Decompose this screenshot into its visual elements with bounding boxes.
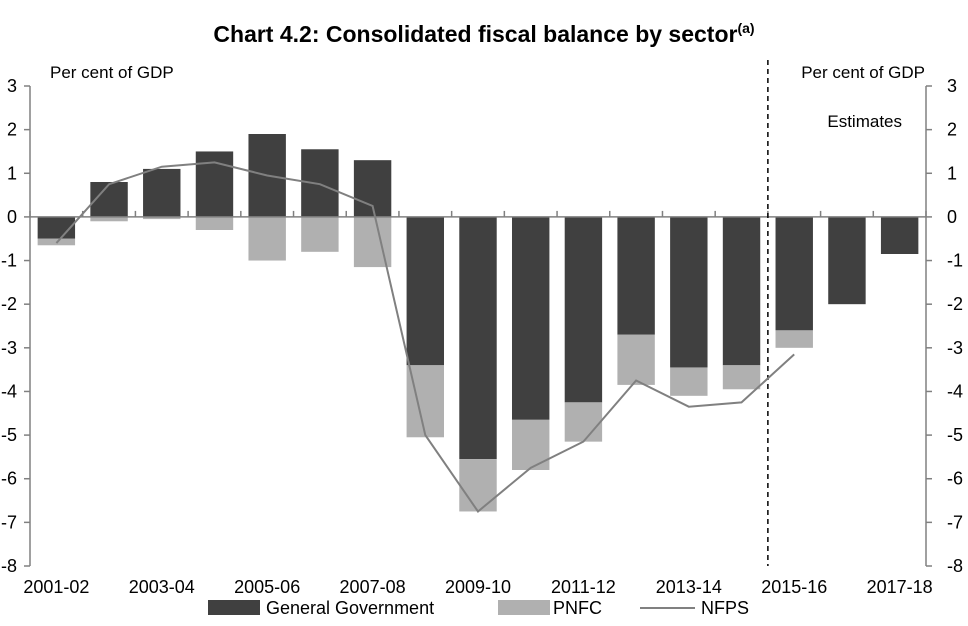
y-tick-label-left: 2 <box>7 120 17 140</box>
axes-layer: -8 -8 -7 -7 -6 -6 -5 -5 -4 -4 -3 -3 -2 -2 -1 -1 0 0 1 1 2 2 3 3… <box>1 60 963 597</box>
y-tick-label-right: -8 <box>947 556 963 576</box>
legend: General Government PNFC NFPS <box>208 598 749 618</box>
bar-general-government-2014-15 <box>722 216 761 366</box>
y-axis-unit-right: Per cent of GDP <box>801 63 925 82</box>
x-tick-label: 2005-06 <box>234 577 300 597</box>
bar-pnfc-2011-12 <box>564 402 603 442</box>
y-tick-label-left: 0 <box>7 207 17 227</box>
bar-general-government-2008-09 <box>406 216 445 366</box>
y-tick-label-left: -3 <box>1 338 17 358</box>
chart-title-superscript: (a) <box>737 20 754 36</box>
y-tick-label-left: -7 <box>1 512 17 532</box>
bar-general-government-2013-14 <box>670 216 708 368</box>
y-tick-label-left: 1 <box>7 163 17 183</box>
y-tick-label-left: -5 <box>1 425 17 445</box>
x-tick-label: 2001-02 <box>23 577 89 597</box>
y-tick-label-left: -4 <box>1 381 17 401</box>
bar-general-government-2012-13 <box>617 216 655 335</box>
y-tick-label-right: -1 <box>947 251 963 271</box>
y-tick-label-right: -4 <box>947 381 963 401</box>
nfps-line <box>55 161 795 513</box>
y-tick-label-right: -7 <box>947 512 963 532</box>
x-tick-label: 2011-12 <box>551 577 616 597</box>
bar-pnfc-2006-07 <box>301 216 339 252</box>
chart-title: Chart 4.2: Consolidated fiscal balance b… <box>213 20 754 47</box>
bar-pnfc-2005-06 <box>248 216 286 261</box>
bar-pnfc-2002-03 <box>90 216 128 222</box>
bar-general-government-2015-16 <box>775 216 813 331</box>
y-tick-label-left: 3 <box>7 76 17 96</box>
y-tick-label-left: -6 <box>1 469 17 489</box>
bar-general-government-2009-10 <box>459 216 497 460</box>
y-tick-label-right: 0 <box>947 207 957 227</box>
bar-general-government-2010-11 <box>511 216 550 420</box>
chart-title-text: Chart 4.2: Consolidated fiscal balance b… <box>213 21 737 47</box>
y-tick-label-left: -2 <box>1 294 17 314</box>
bar-pnfc-2013-14 <box>670 367 708 396</box>
x-tick-label: 2013-14 <box>656 577 722 597</box>
bar-general-government-2006-07 <box>301 149 339 217</box>
x-tick-label: 2003-04 <box>129 577 195 597</box>
bar-general-government-2011-12 <box>564 216 603 403</box>
bar-pnfc-2012-13 <box>617 334 655 385</box>
bar-general-government-2003-04 <box>143 168 181 217</box>
y-tick-label-right: 3 <box>947 76 957 96</box>
legend-label-pnfc: PNFC <box>553 598 602 618</box>
x-tick-label: 2009-10 <box>445 577 511 597</box>
bar-pnfc-2010-11 <box>511 419 550 470</box>
bar-pnfc-2015-16 <box>775 330 813 348</box>
bar-pnfc-2004-05 <box>195 216 234 230</box>
legend-label-general-government: General Government <box>266 598 434 618</box>
bar-general-government-2016-17 <box>828 216 866 305</box>
legend-swatch-pnfc <box>498 600 550 615</box>
y-tick-label-right: 1 <box>947 163 957 183</box>
line-layer <box>55 161 795 513</box>
y-tick-label-right: -6 <box>947 469 963 489</box>
estimates-annotation: Estimates <box>827 112 902 131</box>
y-tick-label-left: -1 <box>1 251 17 271</box>
x-tick-label: 2015-16 <box>761 577 827 597</box>
bar-general-government-2017-18 <box>880 216 919 254</box>
x-tick-label: 2007-08 <box>340 577 406 597</box>
bar-pnfc-2009-10 <box>459 459 497 512</box>
y-tick-label-right: -3 <box>947 338 963 358</box>
legend-label-nfps: NFPS <box>701 598 749 618</box>
y-tick-label-right: -5 <box>947 425 963 445</box>
y-tick-label-left: -8 <box>1 556 17 576</box>
bar-pnfc-2003-04 <box>143 216 181 220</box>
y-axis-unit-left: Per cent of GDP <box>50 63 174 82</box>
bar-general-government-2004-05 <box>195 151 234 217</box>
bars-layer <box>37 134 919 512</box>
y-tick-label-right: -2 <box>947 294 963 314</box>
bar-pnfc-2014-15 <box>722 365 761 390</box>
legend-swatch-general-government <box>208 600 260 615</box>
x-tick-label: 2017-18 <box>867 577 933 597</box>
y-tick-label-right: 2 <box>947 120 957 140</box>
